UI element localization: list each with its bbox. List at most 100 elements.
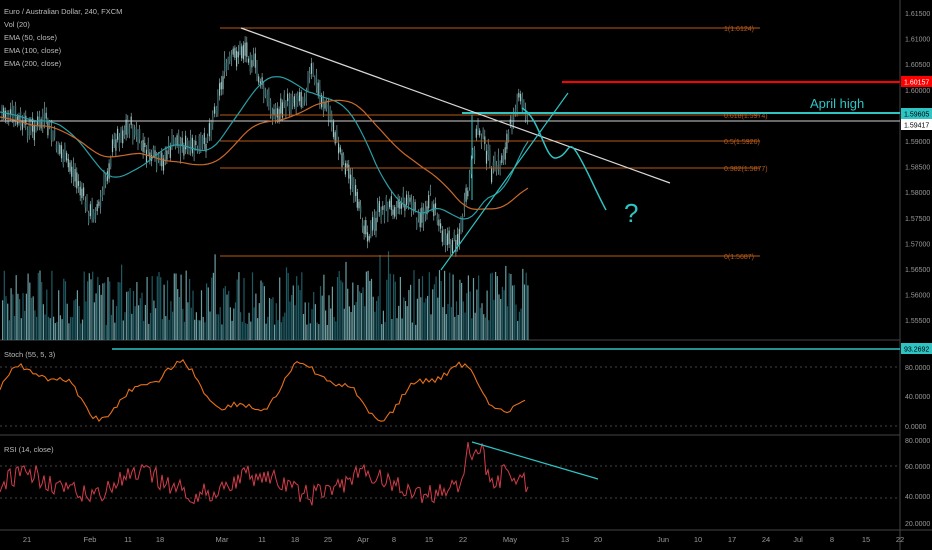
price-axis[interactable]: 1.615001.610001.605001.600001.595001.590… <box>905 11 930 325</box>
candle-body <box>526 115 528 121</box>
candle-body <box>378 201 380 213</box>
volume-bar <box>406 306 408 340</box>
volume-bar <box>255 293 257 340</box>
volume-bars <box>2 251 529 340</box>
volume-bar <box>85 301 87 340</box>
candle-body <box>445 235 447 246</box>
volume-bar <box>190 307 192 340</box>
candle-body <box>305 90 307 104</box>
time-tick: 8 <box>830 535 834 544</box>
volume-bar <box>415 324 417 340</box>
time-tick: 25 <box>324 535 332 544</box>
candle-body <box>55 144 57 150</box>
volume-bar <box>309 323 311 340</box>
candle-body <box>392 209 394 215</box>
candle-body <box>225 62 227 73</box>
candle-body <box>11 106 13 117</box>
candle-body <box>157 154 159 161</box>
volume-bar <box>257 318 259 340</box>
candle-body <box>314 77 316 84</box>
volume-bar <box>442 307 444 340</box>
candle-body <box>91 202 93 218</box>
volume-bar <box>486 290 488 340</box>
candle-body <box>307 75 309 88</box>
volume-bar <box>297 285 299 340</box>
volume-bar <box>333 316 335 340</box>
candle-body <box>356 192 358 208</box>
volume-bar <box>136 282 138 340</box>
volume-bar <box>51 270 53 340</box>
volume-bar <box>3 270 5 340</box>
volume-bar <box>47 316 50 340</box>
candle-body <box>271 113 273 119</box>
candle-body <box>485 150 488 164</box>
volume-bar <box>321 295 323 340</box>
volume-bar <box>231 320 233 340</box>
candle-body <box>94 209 97 221</box>
volume-bar <box>250 321 252 340</box>
ema200-label: EMA (200, close) <box>4 59 62 68</box>
volume-bar <box>217 314 220 340</box>
volume-bar <box>449 272 451 340</box>
time-tick: 15 <box>862 535 870 544</box>
candle-body <box>327 104 329 120</box>
candle-body <box>426 206 428 215</box>
volume-bar <box>115 306 118 340</box>
candle-body <box>383 207 386 221</box>
candle-body <box>89 204 91 217</box>
candle-body <box>125 119 127 135</box>
volume-bar <box>391 318 393 340</box>
price-tick: 1.59000 <box>905 139 930 146</box>
time-tick: 11 <box>258 535 266 544</box>
candle-body <box>276 108 278 118</box>
candle-body <box>179 143 182 157</box>
fib-retracement[interactable]: 1(1.6124) 0.618(1.5974) 0.5(1.5926) 0.38… <box>220 26 768 261</box>
question-mark-annotation[interactable]: ? <box>624 198 638 228</box>
candle-body <box>144 142 146 148</box>
volume-bar <box>70 317 72 340</box>
volume-bar <box>360 293 362 340</box>
volume-bar <box>234 302 237 340</box>
candle-body <box>190 134 192 151</box>
volume-bar <box>12 294 14 340</box>
volume-bar <box>340 280 342 340</box>
candle-body <box>181 137 183 147</box>
volume-bar <box>459 279 461 340</box>
candle-body <box>9 109 12 114</box>
volume-bar <box>377 296 379 340</box>
volume-bar <box>515 304 517 340</box>
ascending-trendline[interactable] <box>440 92 569 271</box>
volume-bar <box>13 316 16 340</box>
candle-body <box>198 136 200 153</box>
volume-bar <box>187 302 189 340</box>
time-axis[interactable]: 21 Feb 11 18 Mar 11 18 25 Apr 8 15 22 May 13 20 Jun 10 17… <box>23 535 904 544</box>
volume-bar <box>306 324 308 340</box>
volume-bar <box>143 320 145 340</box>
volume-bar <box>513 285 515 340</box>
projected-path-drawing[interactable] <box>521 107 607 211</box>
candle-body <box>123 127 125 137</box>
volume-bar <box>32 296 34 340</box>
candle-body <box>147 142 149 151</box>
candle-body <box>77 181 80 186</box>
april-high-label[interactable]: April high <box>810 96 864 111</box>
price-tick: 1.61500 <box>905 11 930 18</box>
volume-bar <box>328 295 330 340</box>
candle-body <box>149 152 151 161</box>
candle-body <box>152 148 154 155</box>
candle-body <box>477 120 479 133</box>
candle-body <box>215 109 217 114</box>
volume-bar <box>100 294 102 340</box>
price-tick: 1.55500 <box>905 318 930 325</box>
volume-bar <box>330 308 332 340</box>
volume-bar <box>105 324 107 340</box>
volume-bar <box>53 316 55 340</box>
volume-bar <box>71 317 73 340</box>
descending-trendline[interactable] <box>240 27 671 184</box>
rsi-divergence-trendline[interactable] <box>471 441 599 480</box>
volume-bar <box>200 290 203 340</box>
volume-bar <box>433 284 435 340</box>
volume-bar <box>15 275 17 340</box>
volume-bar <box>408 290 410 340</box>
